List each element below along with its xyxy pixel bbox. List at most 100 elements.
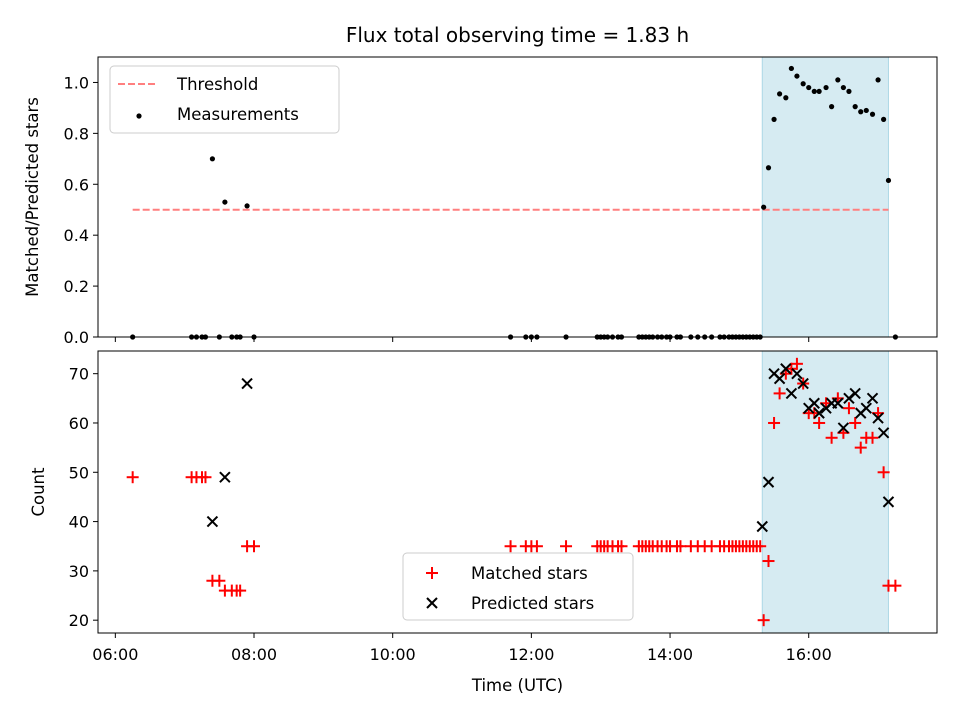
matched-star-point: [768, 416, 781, 429]
top-y-ticks: 0.0 0.2 0.4 0.6 0.8 1.0: [64, 73, 98, 347]
measurement-point: [875, 77, 881, 83]
matched-star-point: [849, 416, 862, 429]
measurement-point: [881, 116, 887, 122]
measurement-point: [846, 88, 852, 94]
matched-star-point: [825, 431, 838, 444]
legend-measurements-label: Measurements: [177, 105, 299, 124]
predicted-star-point: [773, 372, 786, 385]
matched-star-point: [560, 540, 573, 553]
predicted-star-point: [832, 397, 844, 409]
matched-star-point: [842, 402, 855, 415]
matched-star-point: [762, 555, 775, 568]
measurement-point: [869, 111, 876, 117]
bottom-y-tick-label: 50: [69, 463, 89, 482]
measurement-point: [209, 156, 216, 162]
predicted-star-point: [877, 427, 890, 439]
measurement-point: [840, 84, 846, 91]
x-tick-label: 12:00: [508, 645, 554, 664]
measurement-point: [800, 81, 806, 87]
matched-star-point: [889, 579, 902, 592]
bottom-y-tick-label: 60: [69, 414, 89, 433]
top-legend: Threshold Measurements: [109, 65, 340, 134]
top-shaded-region: [761, 56, 889, 338]
measurement-point: [835, 77, 841, 83]
matched-star-point: [757, 614, 770, 627]
predicted-star-point: [785, 387, 798, 400]
top-legend-box: [109, 65, 340, 134]
bottom-legend-box: [402, 552, 634, 621]
top-y-tick-label: 1.0: [64, 73, 89, 92]
measurement-point: [885, 177, 892, 184]
predicted-star-point: [882, 496, 895, 508]
x-tick-label: 10:00: [370, 645, 416, 664]
chart-title: Flux total observing time = 1.83 h: [346, 23, 689, 47]
x-tick-label: 08:00: [231, 645, 277, 664]
top-axes-frame: [97, 56, 938, 338]
top-panel: 0.0 0.2 0.4 0.6 0.8 1.0 Flux total observing …: [23, 23, 938, 347]
predicted-star-point: [808, 397, 820, 409]
bottom-y-tick-label: 20: [69, 611, 89, 630]
predicted-star-point: [241, 377, 253, 390]
measurement-point: [806, 84, 812, 91]
predicted-star-point: [813, 407, 825, 419]
matched-star-point: [790, 357, 803, 370]
top-y-tick-label: 0.2: [64, 277, 89, 296]
matched-star-point: [530, 540, 543, 553]
matched-star-point: [773, 387, 786, 400]
predicted-star-point: [756, 520, 768, 533]
measurement-point: [771, 116, 777, 122]
bottom-y-tick-label: 40: [69, 513, 89, 532]
measurement-point: [761, 204, 767, 210]
top-y-tick-label: 0.4: [64, 226, 89, 245]
top-y-tick-label: 0.8: [64, 124, 89, 143]
measurement-point: [783, 95, 789, 101]
legend-predicted-swatch: [426, 597, 438, 609]
measurement-point: [244, 203, 250, 209]
predicted-star-point: [206, 515, 219, 528]
matched-star-point: [234, 584, 247, 597]
predicted-stars-points: [206, 363, 895, 533]
bottom-y-tick-label: 30: [69, 562, 89, 581]
matched-star-point: [813, 416, 826, 429]
measurement-point: [863, 107, 869, 114]
predicted-star-point: [791, 367, 803, 380]
bottom-legend: Matched stars Predicted stars: [402, 552, 634, 621]
measurement-point: [788, 65, 794, 72]
x-axis-label: Time (UTC): [471, 676, 563, 695]
predicted-star-point: [860, 402, 872, 414]
predicted-star-point: [872, 412, 884, 424]
matched-star-point: [504, 540, 517, 553]
measurement-point: [794, 73, 800, 79]
predicted-star-point: [849, 387, 861, 400]
predicted-star-point: [797, 377, 809, 390]
legend-matched-label: Matched stars: [471, 564, 588, 583]
bottom-y-tick-label: 70: [69, 365, 89, 384]
predicted-star-point: [837, 422, 850, 434]
bottom-y-axis-label: Count: [29, 467, 48, 517]
bottom-y-ticks: 20 30 40 50 60 70: [69, 365, 98, 630]
predicted-star-point: [219, 471, 231, 483]
measurement-point: [829, 104, 835, 110]
measurement-point: [811, 88, 817, 94]
matched-star-point: [877, 466, 890, 479]
top-y-tick-label: 0.0: [64, 328, 89, 347]
matched-star-point: [854, 441, 867, 454]
bottom-x-ticks: 06:00 08:00 10:00 12:00 14:00 16:00: [92, 633, 832, 664]
top-y-tick-label: 0.6: [64, 175, 89, 194]
x-tick-label: 16:00: [786, 645, 832, 664]
x-tick-label: 06:00: [92, 645, 138, 664]
measurement-point: [816, 88, 822, 94]
matched-star-point: [754, 540, 767, 553]
matched-star-point: [615, 540, 628, 553]
bottom-axes-frame: [97, 350, 938, 634]
legend-predicted-label: Predicted stars: [471, 594, 594, 613]
measurement-point: [852, 104, 858, 110]
legend-threshold-label: Threshold: [176, 75, 258, 94]
predicted-star-point: [762, 476, 775, 488]
matched-star-point: [248, 540, 261, 553]
measurement-point: [858, 109, 864, 115]
matched-star-point: [199, 471, 212, 484]
matched-star-point: [213, 574, 226, 587]
matched-star-point: [126, 471, 139, 484]
